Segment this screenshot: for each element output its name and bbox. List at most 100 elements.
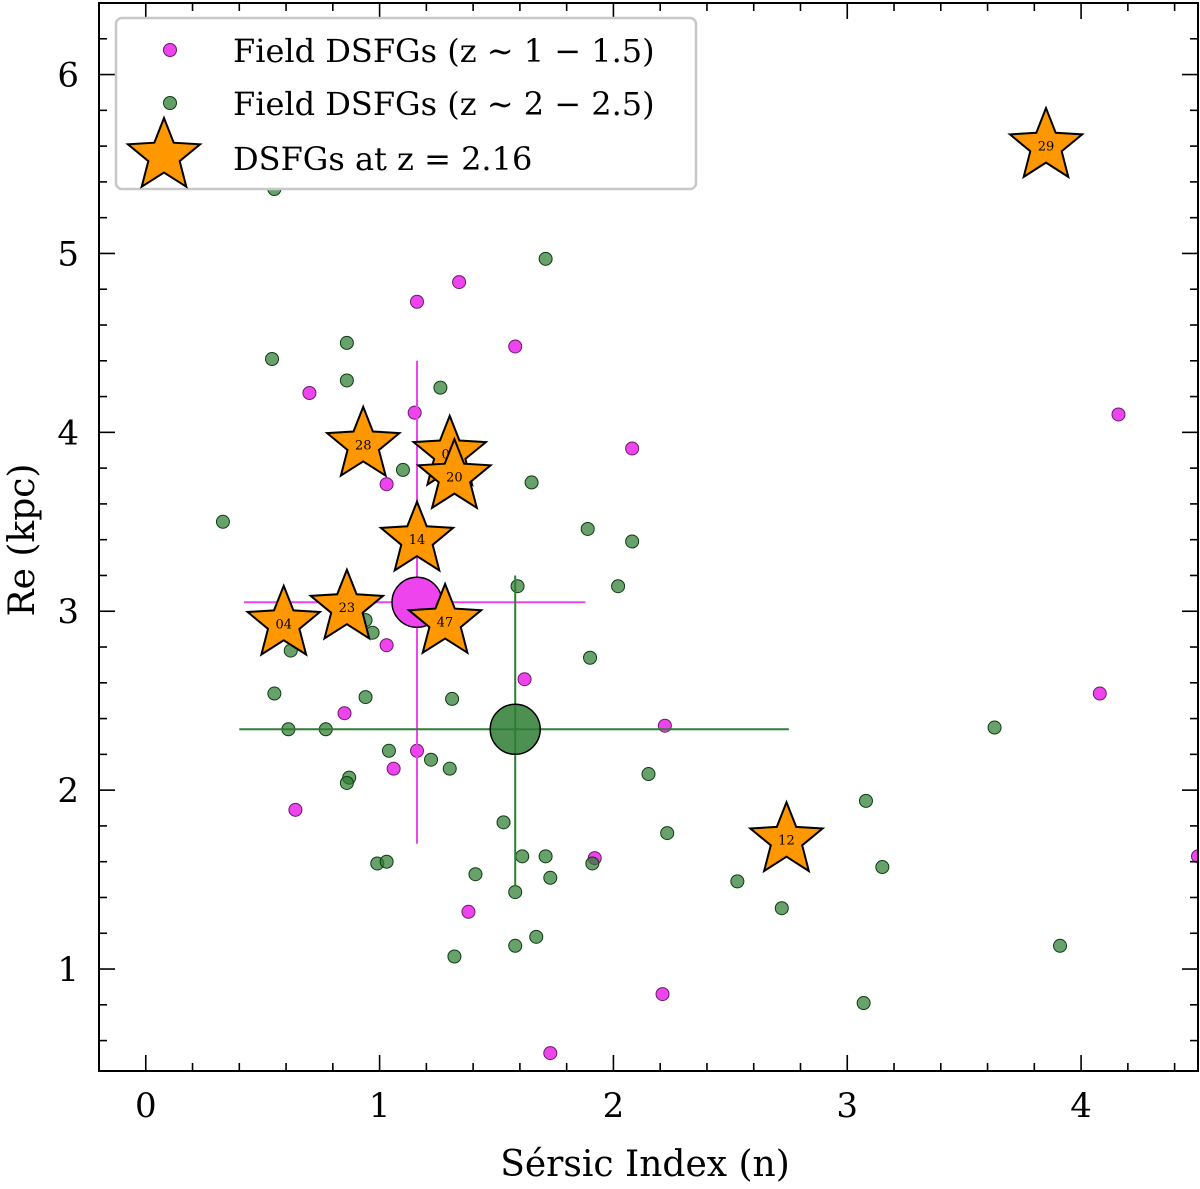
- point-field-high: [529, 929, 544, 944]
- star-marker: [406, 581, 484, 655]
- star-label: 04: [275, 617, 292, 632]
- point-field-low: [337, 706, 352, 721]
- point-field-low: [655, 987, 670, 1002]
- point-field-low: [1191, 849, 1198, 864]
- star-marker: [308, 566, 386, 641]
- star-marker: [747, 799, 826, 874]
- y-tick-label: 5: [57, 234, 79, 274]
- point-field-high: [433, 380, 448, 395]
- point-field-high: [508, 938, 523, 953]
- point-field-high: [641, 767, 656, 782]
- point-field-high: [468, 867, 483, 882]
- point-field-high: [583, 650, 598, 665]
- star-label: 28: [355, 438, 372, 453]
- point-field-high: [510, 579, 525, 594]
- star-28: 28: [324, 404, 402, 478]
- star-label: 23: [339, 601, 356, 616]
- star-marker: [1007, 105, 1085, 180]
- plot-area: 292805201423044712: [215, 105, 1198, 1061]
- point-field-high: [447, 949, 462, 964]
- star-12: 12: [747, 799, 826, 874]
- x-axis-label: Sérsic Index (n): [500, 1144, 790, 1185]
- star-marker: [245, 583, 323, 657]
- point-field-low: [1092, 686, 1107, 701]
- y-axis-label: Re (kpc): [2, 464, 43, 617]
- x-tick-label: 2: [603, 1086, 625, 1126]
- point-field-high: [358, 690, 373, 705]
- point-field-high: [215, 514, 230, 529]
- star-marker: [324, 404, 402, 478]
- legend-marker-field-low: [163, 43, 177, 57]
- point-field-high: [987, 720, 1002, 735]
- point-field-low: [452, 275, 467, 290]
- point-field-high: [580, 521, 595, 536]
- legend-label-cluster: DSFGs at z = 2.16: [233, 140, 532, 178]
- point-field-low: [410, 294, 425, 309]
- legend-marker-cluster-star: [125, 115, 203, 189]
- point-field-high: [543, 870, 558, 885]
- star-label: 14: [409, 533, 426, 548]
- star-29: 29: [1007, 105, 1085, 180]
- point-field-high: [445, 691, 460, 706]
- point-field-high: [395, 462, 410, 477]
- point-field-low: [379, 477, 394, 492]
- star-47: 47: [406, 581, 484, 655]
- y-tick-label: 2: [57, 771, 79, 811]
- point-field-high: [730, 874, 745, 889]
- mean-field-high-marker: [489, 703, 541, 756]
- point-field-high: [856, 996, 871, 1011]
- point-field-high: [339, 373, 354, 388]
- x-tick-label: 1: [369, 1086, 391, 1126]
- legend-label-field-high: Field DSFGs (z ∼ 2 − 2.5): [233, 85, 655, 123]
- point-field-high: [339, 335, 354, 350]
- x-tick-label: 0: [135, 1086, 157, 1126]
- star-23: 23: [308, 566, 386, 641]
- point-field-high: [508, 885, 523, 900]
- point-field-high: [875, 860, 890, 875]
- axis-ticks: [98, 2, 1198, 1071]
- point-field-high: [1053, 938, 1068, 953]
- star-04: 04: [245, 583, 323, 657]
- point-field-low: [461, 904, 476, 919]
- mean-field-high: [239, 575, 789, 885]
- point-field-low: [625, 441, 640, 456]
- legend-box: [114, 16, 698, 191]
- star-label: 12: [778, 834, 795, 849]
- point-field-low: [1111, 407, 1126, 422]
- legend: Field DSFGs (z ∼ 1 − 1.5) Field DSFGs (z…: [114, 16, 698, 191]
- y-tick-label: 6: [57, 56, 79, 96]
- point-field-high: [858, 793, 873, 808]
- point-field-high: [381, 743, 396, 758]
- y-tick-label: 1: [57, 950, 79, 990]
- mean-field-low: [243, 360, 586, 844]
- star-label: 47: [437, 615, 454, 630]
- point-field-low: [302, 385, 317, 400]
- point-field-low: [508, 339, 523, 354]
- star-marker: [378, 498, 456, 573]
- point-field-high: [424, 752, 439, 767]
- point-field-high: [524, 475, 539, 490]
- point-field-high: [585, 856, 600, 871]
- legend-marker-field-high: [163, 96, 177, 110]
- point-field-high: [442, 761, 457, 776]
- star-14: 14: [378, 498, 456, 573]
- point-field-high: [538, 251, 553, 266]
- point-field-low: [288, 802, 303, 817]
- star-marker: [415, 436, 494, 511]
- point-field-high: [660, 826, 675, 841]
- point-field-low: [543, 1046, 558, 1061]
- x-tick-label: 3: [836, 1086, 858, 1126]
- star-label: 20: [446, 471, 463, 486]
- point-field-low: [517, 672, 532, 687]
- point-field-low: [407, 405, 422, 420]
- star-label: 29: [1038, 140, 1055, 155]
- point-field-high: [625, 534, 640, 549]
- y-tick-label: 3: [57, 592, 79, 632]
- point-field-high: [265, 352, 280, 366]
- plot-frame: [98, 2, 1199, 1072]
- legend-label-field-low: Field DSFGs (z ∼ 1 − 1.5): [233, 32, 655, 70]
- star-20: 20: [415, 436, 494, 511]
- point-field-high: [496, 815, 511, 830]
